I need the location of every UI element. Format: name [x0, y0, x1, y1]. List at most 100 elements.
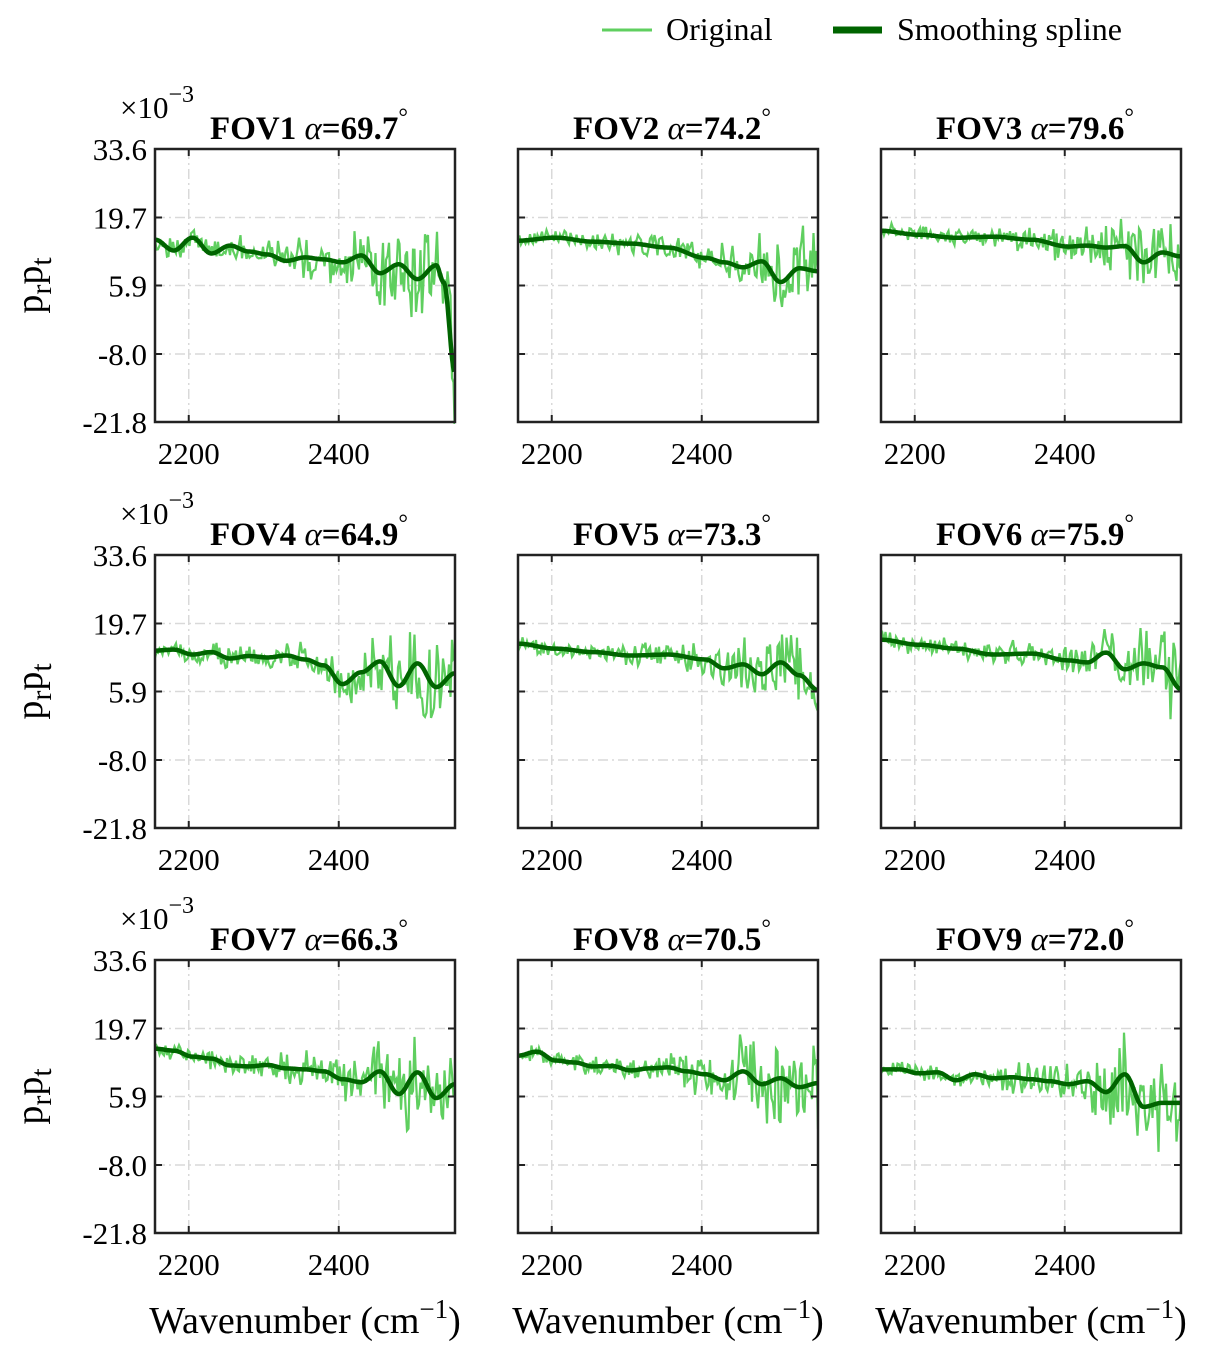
- panel-title-fov: FOV5: [573, 517, 667, 553]
- panel-title-angle: =70.5: [685, 922, 762, 958]
- ylabel-sub: t: [25, 257, 58, 266]
- panel-fov2: 2200 2400 FOV2 α=74.2°: [516, 105, 820, 471]
- ylabel-part: p: [9, 1077, 51, 1096]
- x-axis-label: Wavenumber (cm−1): [512, 1294, 824, 1342]
- series-smoothing-spline: [881, 1067, 1181, 1110]
- xtick-label: 2200: [884, 1247, 946, 1282]
- xtick-label: 2200: [884, 842, 946, 877]
- xtick-label: 2400: [308, 1247, 370, 1282]
- series-original: [155, 227, 455, 424]
- panel-title-fov: FOV2: [573, 111, 667, 147]
- xlabel-sup: −1: [1145, 1294, 1174, 1324]
- ytick-label: -8.0: [98, 1148, 147, 1183]
- series-smoothing-spline: [881, 228, 1181, 265]
- panel-title: FOV6 α=75.9°: [936, 511, 1134, 553]
- legend-spline-label: Smoothing spline: [897, 11, 1122, 47]
- ylabel-sub: t: [25, 1068, 58, 1077]
- ytick-label: -21.8: [82, 811, 147, 846]
- xlabel-part: ): [448, 1300, 461, 1342]
- series-smoothing-spline: [155, 1046, 455, 1101]
- xlabel-sup: −1: [419, 1294, 448, 1324]
- ytick-label: -8.0: [98, 743, 147, 778]
- panel-title-angle: =79.6: [1048, 111, 1125, 147]
- xtick-label: 2200: [521, 436, 583, 471]
- xtick-label: 2200: [521, 1247, 583, 1282]
- panels: 2200 240033.619.75.9-8.0-21.8prpt×10−3FOV…: [9, 82, 1187, 1342]
- series-original: [881, 218, 1181, 284]
- ylabel-sub: t: [25, 663, 58, 672]
- panel-title: FOV8 α=70.5°: [573, 916, 771, 958]
- exponent-base: ×10: [120, 90, 168, 125]
- xtick-label: 2200: [521, 842, 583, 877]
- panel-title-degree: °: [1124, 105, 1134, 131]
- exponent-power: −3: [168, 488, 194, 514]
- panel-title: FOV1 α=69.7°: [210, 105, 408, 147]
- panel-title-alpha: α: [667, 111, 685, 147]
- xtick-label: 2200: [158, 842, 220, 877]
- panel-title-alpha: α: [667, 517, 685, 553]
- series-smoothing-spline: [881, 637, 1181, 692]
- ylabel-part: p: [9, 1106, 51, 1125]
- ytick-label: 5.9: [108, 269, 147, 304]
- ytick-label: 33.6: [93, 132, 147, 167]
- xlabel-sup: −1: [782, 1294, 811, 1324]
- panel-title-fov: FOV6: [936, 517, 1030, 553]
- legend-original-label: Original: [666, 11, 773, 47]
- series-smoothing-spline: [155, 647, 455, 690]
- panel-fov7: 2200 240033.619.75.9-8.0-21.8prpt×10−3FOV…: [9, 893, 461, 1342]
- x-axis-label: Wavenumber (cm−1): [149, 1294, 461, 1342]
- panel-title-fov: FOV9: [936, 922, 1030, 958]
- panel-title-alpha: α: [304, 111, 322, 147]
- series-original: [881, 628, 1181, 720]
- panel-fov6: 2200 2400 FOV6 α=75.9°: [879, 511, 1183, 877]
- xtick-label: 2400: [1034, 842, 1096, 877]
- panel-title-angle: =66.3: [322, 922, 399, 958]
- panel-title: FOV5 α=73.3°: [573, 511, 771, 553]
- xtick-label: 2400: [1034, 436, 1096, 471]
- panel-title-degree: °: [761, 511, 771, 537]
- panel-title-degree: °: [398, 916, 408, 942]
- ytick-label: 33.6: [93, 538, 147, 573]
- xtick-label: 2400: [1034, 1247, 1096, 1282]
- xtick-label: 2200: [158, 1247, 220, 1282]
- panel-title-fov: FOV1: [210, 111, 304, 147]
- panel-title-alpha: α: [1030, 517, 1048, 553]
- axis-exponent: ×10−3: [120, 82, 194, 125]
- series-smoothing-spline: [518, 1049, 818, 1090]
- panel-title-angle: =64.9: [322, 517, 399, 553]
- ylabel-part: p: [9, 266, 51, 285]
- ytick-label: 5.9: [108, 1080, 147, 1115]
- panel-title-degree: °: [1124, 916, 1134, 942]
- panel-title-alpha: α: [1030, 922, 1048, 958]
- xtick-label: 2400: [671, 436, 733, 471]
- panel-title: FOV2 α=74.2°: [573, 105, 771, 147]
- panel-title-alpha: α: [667, 922, 685, 958]
- exponent-base: ×10: [120, 496, 168, 531]
- panel-title-alpha: α: [1030, 111, 1048, 147]
- series-smoothing-spline: [155, 235, 455, 373]
- panel-fov4: 2200 240033.619.75.9-8.0-21.8prpt×10−3FOV…: [9, 488, 457, 877]
- ylabel-sub: r: [25, 285, 58, 295]
- series-smoothing-spline: [518, 235, 818, 285]
- xtick-label: 2400: [308, 842, 370, 877]
- y-axis-label: prpt: [9, 257, 58, 314]
- exponent-power: −3: [168, 82, 194, 108]
- ytick-label: -8.0: [98, 337, 147, 372]
- ytick-label: 19.7: [93, 200, 147, 235]
- ytick-label: -21.8: [82, 1216, 147, 1251]
- axis-exponent: ×10−3: [120, 893, 194, 936]
- panel-title-degree: °: [398, 105, 408, 131]
- panel-title: FOV9 α=72.0°: [936, 916, 1134, 958]
- panel-title-degree: °: [761, 916, 771, 942]
- ylabel-sub: r: [25, 1096, 58, 1106]
- ytick-label: -21.8: [82, 405, 147, 440]
- ylabel-part: p: [9, 295, 51, 314]
- panel-title-angle: =74.2: [685, 111, 762, 147]
- xtick-label: 2400: [308, 436, 370, 471]
- panel-title-alpha: α: [304, 517, 322, 553]
- series-smoothing-spline: [518, 641, 818, 693]
- xtick-label: 2400: [671, 1247, 733, 1282]
- xlabel-part: Wavenumber (cm: [149, 1300, 419, 1342]
- panel-title-angle: =72.0: [1048, 922, 1125, 958]
